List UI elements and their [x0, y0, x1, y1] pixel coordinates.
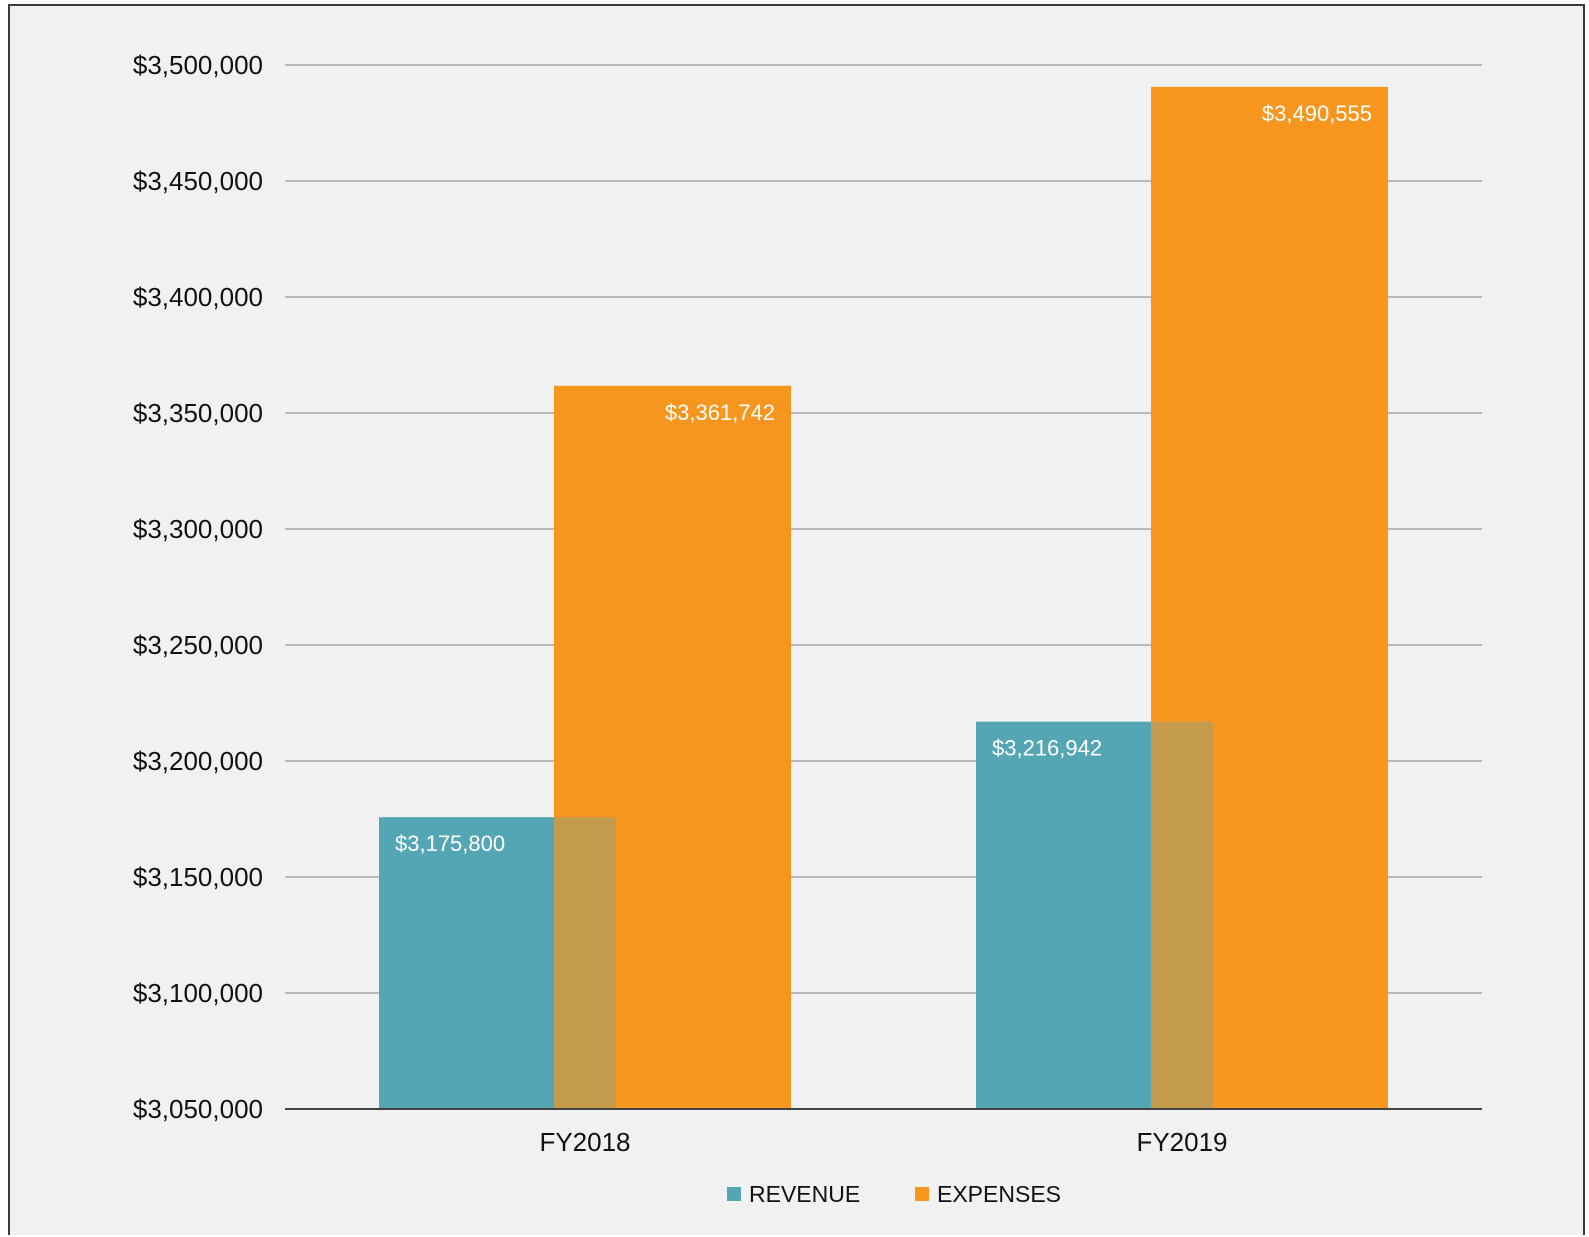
data-label-expenses-fy2018: $3,361,742 [665, 400, 775, 425]
y-axis-tick-labels: $3,050,000 $3,100,000 $3,150,000 $3,200,000… [133, 50, 263, 1124]
y-tick-label: $3,100,000 [133, 978, 263, 1008]
bar-chart: $3,050,000 $3,100,000 $3,150,000 $3,200,000… [133, 50, 1482, 1207]
legend-swatch-expenses [915, 1187, 929, 1201]
x-tick-label: FY2019 [1136, 1127, 1227, 1157]
y-tick-label: $3,450,000 [133, 166, 263, 196]
legend-label-revenue: REVENUE [749, 1181, 860, 1207]
x-axis-category-labels: FY2018 FY2019 [539, 1127, 1227, 1157]
bar-overlaps [554, 721, 1213, 1109]
bar-overlap-fy2019 [1151, 721, 1213, 1109]
data-labels: $3,175,800 $3,361,742 $3,216,942 $3,490,555 [395, 101, 1372, 856]
data-label-revenue-fy2018: $3,175,800 [395, 831, 505, 856]
data-label-expenses-fy2019: $3,490,555 [1262, 101, 1372, 126]
y-tick-label: $3,350,000 [133, 398, 263, 428]
y-tick-label: $3,500,000 [133, 50, 263, 80]
y-tick-label: $3,250,000 [133, 630, 263, 660]
chart-frame: $3,050,000 $3,100,000 $3,150,000 $3,200,000… [8, 4, 1585, 1235]
legend: REVENUE EXPENSES [727, 1181, 1061, 1207]
y-tick-label: $3,300,000 [133, 514, 263, 544]
y-tick-label: $3,400,000 [133, 282, 263, 312]
data-label-revenue-fy2019: $3,216,942 [992, 736, 1102, 761]
x-tick-label: FY2018 [539, 1127, 630, 1157]
y-tick-label: $3,200,000 [133, 746, 263, 776]
legend-swatch-revenue [727, 1187, 741, 1201]
y-tick-label: $3,050,000 [133, 1094, 263, 1124]
bars [379, 86, 1388, 1109]
legend-label-expenses: EXPENSES [937, 1181, 1061, 1207]
y-tick-label: $3,150,000 [133, 862, 263, 892]
bar-overlap-fy2018 [554, 817, 616, 1109]
